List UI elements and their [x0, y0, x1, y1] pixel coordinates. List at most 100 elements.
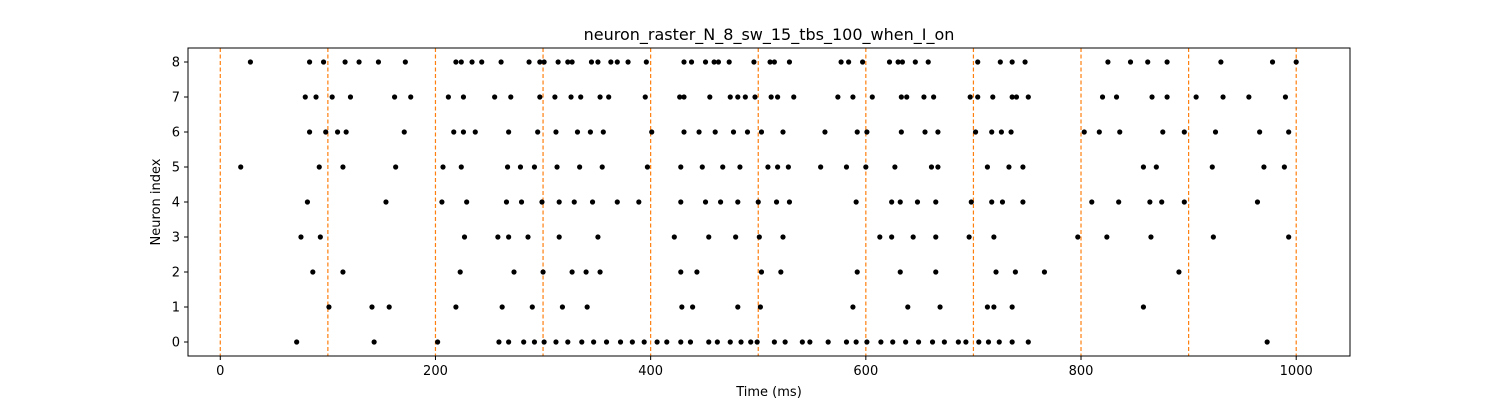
spike-neuron-8: [925, 59, 931, 65]
spike-neuron-0: [714, 339, 720, 345]
spike-neuron-4: [999, 199, 1006, 205]
spike-neuron-8: [786, 59, 793, 65]
spike-neuron-6: [744, 129, 751, 135]
spike-neuron-1: [679, 304, 685, 310]
spike-neuron-3: [506, 234, 512, 240]
spike-neuron-5: [699, 164, 705, 170]
spike-neuron-7: [1025, 94, 1031, 100]
spike-neuron-8: [1105, 59, 1111, 65]
spike-neuron-6: [649, 129, 655, 135]
spike-neuron-1: [1140, 304, 1147, 310]
spike-neuron-1: [369, 304, 375, 310]
spike-neuron-7: [775, 94, 781, 100]
spike-neuron-4: [1116, 199, 1122, 205]
spike-neuron-1: [1009, 304, 1015, 310]
spike-neuron-4: [636, 199, 642, 205]
spike-neuron-7: [1220, 94, 1226, 100]
spike-neuron-5: [238, 164, 244, 170]
spike-neuron-4: [383, 199, 389, 205]
spike-neuron-8: [726, 59, 732, 65]
spike-neuron-8: [569, 59, 575, 65]
spike-neuron-1: [850, 304, 856, 310]
spike-neuron-2: [778, 269, 784, 275]
spike-neuron-3: [991, 234, 997, 240]
spike-neuron-5: [458, 164, 464, 170]
y-tick-label: 8: [172, 56, 180, 71]
spike-neuron-5: [517, 164, 524, 170]
spike-neuron-6: [989, 129, 995, 135]
spike-neuron-6: [922, 129, 928, 135]
spike-neuron-7: [1113, 94, 1120, 100]
spike-neuron-3: [461, 234, 468, 240]
spike-neuron-8: [537, 59, 543, 65]
spike-neuron-8: [895, 59, 901, 65]
spike-neuron-4: [717, 199, 724, 205]
spike-neuron-8: [320, 59, 327, 65]
spike-neuron-3: [1286, 234, 1292, 240]
spike-neuron-7: [850, 94, 856, 100]
spike-neuron-7: [408, 94, 414, 100]
spike-neuron-5: [1153, 164, 1159, 170]
spike-neuron-5: [935, 164, 941, 170]
spike-neuron-1: [905, 304, 911, 310]
spike-neuron-0: [1264, 339, 1270, 345]
x-tick-label: 400: [638, 364, 663, 379]
spike-neuron-8: [1164, 59, 1170, 65]
spike-neuron-6: [1096, 129, 1102, 135]
spike-neuron-5: [818, 164, 824, 170]
spike-neuron-8: [625, 59, 631, 65]
spike-neuron-8: [555, 59, 561, 65]
spike-neuron-4: [786, 199, 793, 205]
spike-neuron-5: [1140, 164, 1147, 170]
spike-neuron-3: [1210, 234, 1216, 240]
spike-neuron-2: [583, 269, 589, 275]
y-tick-label: 4: [172, 196, 180, 211]
spike-neuron-0: [664, 339, 670, 345]
spike-neuron-7: [1193, 94, 1199, 100]
spike-neuron-0: [782, 339, 788, 345]
spike-neuron-4: [1147, 199, 1153, 205]
spike-neuron-8: [899, 59, 906, 65]
spike-neuron-3: [525, 234, 531, 240]
spike-neuron-0: [915, 339, 922, 345]
spike-neuron-7: [869, 94, 875, 100]
spike-neuron-1: [453, 304, 459, 310]
chart-title: neuron_raster_N_8_sw_15_tbs_100_when_I_o…: [584, 25, 955, 45]
spike-neuron-0: [771, 339, 777, 345]
spike-neuron-5: [737, 164, 743, 170]
spike-neuron-4: [539, 199, 545, 205]
x-tick-label: 800: [1069, 364, 1094, 379]
spike-neuron-8: [565, 59, 571, 65]
spike-neuron-8: [342, 59, 348, 65]
spike-neuron-0: [371, 339, 377, 345]
spike-neuron-2: [340, 269, 346, 275]
spike-neuron-6: [854, 129, 860, 135]
vertical-reference-lines: [219, 48, 1297, 356]
x-axis-ticks: 0 200 400 600 800 1000: [216, 356, 1313, 379]
spike-neuron-7: [347, 94, 354, 100]
spike-neuron-3: [877, 234, 883, 240]
spike-neuron-4: [773, 199, 780, 205]
spike-neuron-2: [993, 269, 999, 275]
spike-neuron-7: [898, 94, 904, 100]
spike-neuron-4: [853, 199, 859, 205]
spike-neuron-4: [889, 199, 895, 205]
spike-neuron-7: [460, 94, 467, 100]
spike-neuron-0: [603, 339, 610, 345]
spike-neuron-6: [998, 129, 1005, 135]
spike-neuron-7: [537, 94, 543, 100]
spike-neuron-2: [897, 269, 903, 275]
spike-neuron-5: [1261, 164, 1267, 170]
spike-neuron-7: [931, 94, 937, 100]
y-tick-label: 1: [172, 301, 180, 316]
spike-neuron-8: [997, 59, 1003, 65]
spike-neuron-7: [1164, 94, 1170, 100]
spike-neuron-3: [671, 234, 677, 240]
spike-neuron-7: [707, 94, 713, 100]
spike-neuron-2: [933, 269, 939, 275]
spike-neuron-0: [294, 339, 300, 345]
spike-neuron-6: [343, 129, 349, 135]
spike-neuron-0: [706, 339, 712, 345]
spike-neuron-6: [1212, 129, 1219, 135]
spike-neuron-7: [990, 94, 996, 100]
